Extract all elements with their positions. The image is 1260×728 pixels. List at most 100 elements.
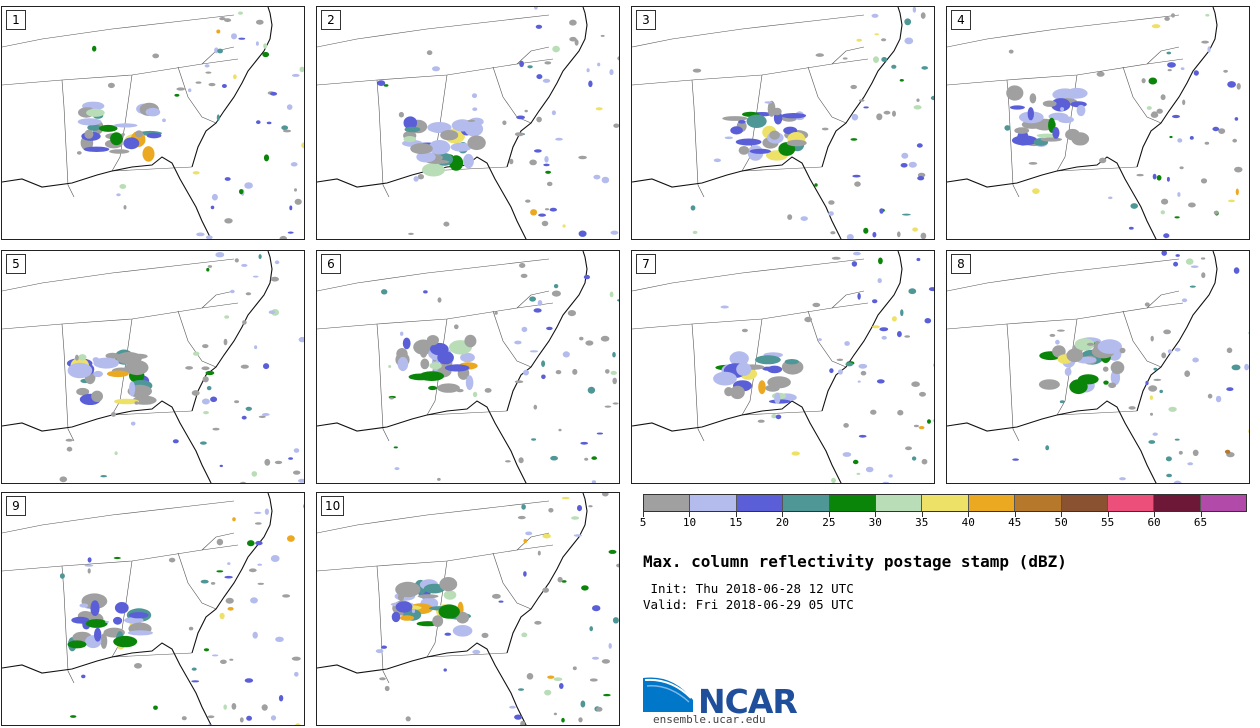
state-border <box>1146 46 1180 65</box>
coastline <box>821 251 903 412</box>
reflectivity-cell <box>464 334 477 348</box>
reflectivity-cell <box>1218 128 1226 134</box>
reflectivity-cell <box>592 656 599 660</box>
state-border <box>632 14 865 48</box>
reflectivity-cell <box>1014 127 1030 134</box>
reflectivity-cell <box>248 568 257 573</box>
reflectivity-cell <box>930 95 934 101</box>
reflectivity-cell <box>426 335 439 346</box>
reflectivity-cell <box>460 352 475 363</box>
reflectivity-cell <box>59 476 68 483</box>
ncar-logo-icon <box>643 677 693 712</box>
state-border <box>1122 310 1162 368</box>
reflectivity-cell <box>255 540 263 546</box>
reflectivity-cell <box>529 159 537 166</box>
reflectivity-cell <box>720 305 729 309</box>
colorbar-swatch <box>829 495 876 511</box>
reflectivity-cell <box>84 564 94 567</box>
reflectivity-cell <box>553 677 563 681</box>
reflectivity-cell <box>109 149 130 154</box>
reflectivity-cell <box>1207 46 1211 53</box>
reflectivity-cell <box>437 297 442 303</box>
reflectivity-cell <box>377 80 386 86</box>
ncar-logo-text: NCAR <box>698 682 798 721</box>
reflectivity-cell <box>472 391 478 398</box>
reflectivity-cell <box>561 717 565 723</box>
state-border <box>516 46 550 65</box>
reflectivity-cell <box>65 438 74 442</box>
reflectivity-cell <box>434 154 443 161</box>
reflectivity-cell <box>395 601 413 613</box>
reflectivity-cell <box>533 404 538 410</box>
reflectivity-cell <box>162 118 166 123</box>
reflectivity-cell <box>1234 166 1243 173</box>
reflectivity-cell <box>116 193 121 197</box>
reflectivity-cell <box>404 126 421 133</box>
reflectivity-cell <box>609 69 614 76</box>
reflectivity-cell <box>601 176 610 184</box>
reflectivity-cell <box>301 142 304 149</box>
reflectivity-cell <box>1130 203 1138 209</box>
colorbar-tick <box>1061 512 1063 517</box>
state-border <box>947 14 1180 48</box>
reflectivity-cell <box>617 299 619 302</box>
reflectivity-cell <box>1167 69 1172 72</box>
reflectivity-cell <box>70 715 77 718</box>
reflectivity-cell <box>1207 393 1213 399</box>
reflectivity-cell <box>247 540 255 547</box>
reflectivity-cell <box>814 183 818 187</box>
reflectivity-cell <box>188 626 194 631</box>
reflectivity-cell <box>123 137 140 150</box>
state-border <box>376 323 390 442</box>
reflectivity-cell <box>593 174 601 180</box>
reflectivity-cell <box>129 381 136 397</box>
reflectivity-cell <box>561 496 570 500</box>
reflectivity-cell <box>1160 210 1165 215</box>
reflectivity-cell <box>1051 98 1071 112</box>
reflectivity-cell <box>600 34 605 37</box>
coastline <box>317 156 527 239</box>
reflectivity-cell <box>553 284 559 289</box>
reflectivity-cell <box>274 460 283 465</box>
reflectivity-cell <box>1141 78 1146 84</box>
reflectivity-cell <box>831 256 841 260</box>
reflectivity-cell <box>397 356 409 372</box>
reflectivity-cell <box>541 360 546 367</box>
reflectivity-cell <box>1055 339 1060 345</box>
reflectivity-cell <box>1228 199 1235 203</box>
reflectivity-cell <box>738 120 746 124</box>
reflectivity-cell <box>572 368 578 375</box>
reflectivity-cell <box>553 712 557 716</box>
coastline <box>191 7 273 168</box>
state-border <box>111 410 193 416</box>
reflectivity-cell <box>92 45 97 52</box>
reflectivity-cell <box>1040 137 1063 142</box>
ensemble-panel-7: 7 <box>631 250 935 484</box>
reflectivity-cell <box>765 384 780 392</box>
reflectivity-cell <box>282 129 292 133</box>
reflectivity-cell <box>422 163 445 177</box>
reflectivity-cell <box>379 677 386 681</box>
reflectivity-cell <box>83 146 110 152</box>
reflectivity-cell <box>227 607 234 611</box>
reflectivity-cell <box>609 291 614 298</box>
reflectivity-cell <box>591 480 597 483</box>
reflectivity-cell <box>514 380 524 384</box>
reflectivity-cell <box>857 380 861 383</box>
reflectivity-cell <box>87 557 92 563</box>
reflectivity-cell <box>484 388 492 393</box>
coastline <box>947 400 1157 483</box>
coastline <box>632 156 842 239</box>
reflectivity-cell <box>872 299 878 304</box>
reflectivity-cell <box>787 214 793 220</box>
reflectivity-cell <box>533 308 542 313</box>
reflectivity-cell <box>290 162 298 167</box>
panel-number: 1 <box>6 10 26 30</box>
reflectivity-cell <box>1066 87 1088 99</box>
reflectivity-cell <box>230 289 235 294</box>
state-border <box>691 79 705 198</box>
colorbar-tick <box>1107 512 1109 517</box>
reflectivity-cell <box>573 534 582 537</box>
reflectivity-cell <box>603 693 611 697</box>
reflectivity-cell <box>549 207 557 212</box>
